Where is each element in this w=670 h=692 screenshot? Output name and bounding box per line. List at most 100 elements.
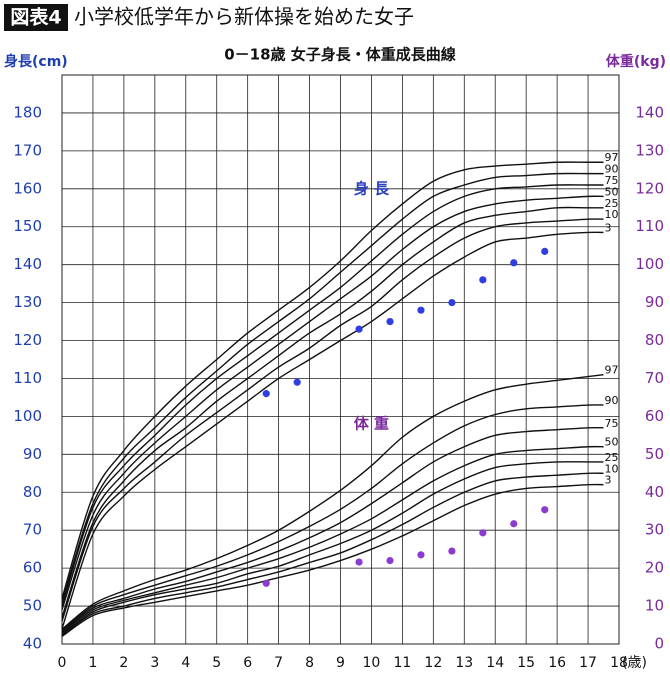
percentile-curve [61,483,604,637]
y2-axis-label: 体重(kg) [606,53,666,70]
y2-tick-label: 70 [645,369,664,387]
annotation: 身 長 [354,179,390,197]
y-tick-label: 70 [23,521,42,539]
y2-tick-label: 20 [645,559,664,577]
badge-bg [4,4,68,31]
y2-tick-label: 120 [635,179,664,197]
data-point [386,317,394,326]
curve-label: 3 [605,221,612,234]
percentile-curve [61,206,604,618]
curve-label: 75 [605,174,619,187]
x-axis-label: (歳) [622,655,647,671]
chart-title: 0－18歳 女子身長・体重成長曲線 [224,46,456,64]
y2-tick-label: 0 [654,635,664,653]
curve-label: 25 [605,451,619,464]
percentile-curve [61,426,604,633]
y2-tick-label: 50 [645,445,664,463]
data-point [541,506,549,514]
y-tick-label: 90 [23,445,42,463]
y2-tick-label: 90 [645,293,664,311]
data-point [417,551,425,559]
curve-label: 90 [605,163,619,176]
x-tick-label: 14 [486,655,504,671]
x-tick-label: 0 [58,655,67,671]
y-tick-label: 120 [13,331,42,349]
percentile-curve [61,404,604,631]
x-tick-label: 16 [548,655,566,671]
curve-label: 10 [605,208,619,221]
y2-tick-label: 110 [635,217,664,235]
x-tick-label: 17 [579,655,597,671]
curve-label: 97 [605,364,619,377]
percentile-curve [61,161,604,599]
y2-tick-label: 10 [645,597,664,615]
percentile-curve [61,195,604,611]
annotation: 体 重 [354,414,389,432]
curve-label: 50 [605,185,619,198]
y-tick-label: 150 [13,217,42,235]
data-point [448,299,456,307]
y-tick-label: 130 [13,293,42,311]
y2-tick-label: 130 [635,141,664,159]
percentile-curve [61,218,604,622]
x-tick-label: 8 [305,655,314,671]
y-tick-label: 60 [23,559,42,577]
y-tick-label: 100 [13,407,42,425]
x-tick-label: 11 [393,655,411,671]
data-point [510,259,518,267]
curve-label: 25 [605,197,619,210]
x-tick-label: 12 [424,655,442,671]
badge: 図表4 [10,6,61,29]
x-tick-label: 4 [181,655,190,671]
data-point [293,378,301,386]
data-point [417,306,425,314]
data-point [355,558,363,566]
curve-label: 10 [605,462,619,475]
curve-label: 3 [605,474,612,487]
data-point [510,520,518,528]
x-tick-label: 1 [88,655,97,671]
y2-tick-label: 140 [635,103,664,121]
y2-tick-label: 40 [645,483,664,501]
x-tick-label: 5 [212,655,221,671]
y-tick-label: 110 [13,369,42,387]
percentile-curve [61,472,604,636]
curve-label: 75 [605,417,619,430]
percentile-curve [61,231,604,630]
curve-label: 97 [605,151,619,164]
x-tick-label: 9 [336,655,345,671]
x-tick-label: 13 [455,655,473,671]
page-title: 小学校低学年から新体操を始めた女子 [74,5,414,29]
y-tick-label: 160 [13,179,42,197]
y-tick-label: 40 [23,635,42,653]
x-tick-label: 3 [150,655,159,671]
data-point [479,529,487,537]
data-point [386,556,394,565]
y-axis-label: 身長(cm) [4,53,68,70]
curve-label: 90 [605,394,619,407]
data-point [262,390,270,398]
y-tick-label: 140 [13,255,42,273]
y2-tick-label: 80 [645,331,664,349]
x-tick-label: 6 [243,655,252,671]
x-tick-label: 7 [274,655,283,671]
y-tick-label: 50 [23,597,42,615]
data-point [541,247,549,255]
percentile-curve [61,461,604,635]
x-tick-label: 10 [363,655,381,671]
data-point [262,579,270,587]
x-tick-label: 18 [610,655,628,671]
x-tick-label: 15 [517,655,535,671]
percentile-curve [61,373,604,630]
y2-tick-label: 30 [645,521,664,539]
data-point [479,276,487,284]
y-tick-label: 80 [23,483,42,501]
data-point [448,547,456,555]
y-tick-label: 170 [13,141,42,159]
x-tick-label: 2 [119,655,128,671]
data-point [355,325,363,333]
curve-label: 50 [605,436,619,449]
y-tick-label: 180 [13,103,42,121]
percentile-curve [61,184,604,607]
